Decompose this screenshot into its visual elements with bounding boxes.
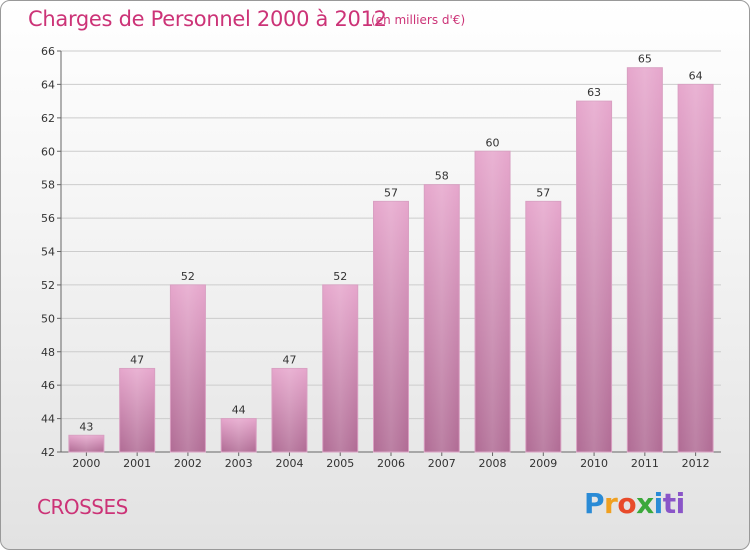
x-tick-label: 2003: [225, 457, 253, 470]
bars: [68, 67, 714, 453]
x-tick-label: 2004: [275, 457, 303, 470]
x-tick-label: 2007: [428, 457, 456, 470]
value-label: 57: [536, 186, 550, 199]
y-tick-label: 42: [41, 446, 55, 459]
value-label: 52: [181, 270, 195, 283]
y-tick-label: 44: [41, 413, 55, 426]
value-label: 65: [638, 53, 652, 66]
bar-shine: [678, 84, 714, 453]
bar-shine: [475, 151, 511, 452]
y-tick-label: 48: [41, 346, 55, 359]
bar-shine: [322, 284, 358, 452]
value-label: 52: [333, 270, 347, 283]
x-tick-label: 2011: [631, 457, 659, 470]
logo-letter: x: [636, 487, 654, 520]
x-tick-label: 2005: [326, 457, 354, 470]
value-label: 58: [435, 170, 449, 183]
value-label: 47: [130, 353, 144, 366]
y-tick-label: 62: [41, 112, 55, 125]
y-tick-label: 50: [41, 312, 55, 325]
value-label: 57: [384, 186, 398, 199]
bar-shine: [627, 67, 663, 452]
logo-letter: P: [584, 487, 605, 520]
logo-letter: o: [617, 487, 637, 520]
value-label: 60: [486, 136, 500, 149]
bar-shine: [424, 184, 460, 452]
x-tick-label: 2002: [174, 457, 202, 470]
y-tick-label: 56: [41, 212, 55, 225]
bar-shine: [221, 418, 257, 452]
y-tick-label: 60: [41, 145, 55, 158]
y-tick-label: 64: [41, 78, 55, 91]
value-label: 47: [282, 353, 296, 366]
bar-shine: [119, 368, 155, 452]
chart-subtitle: (en milliers d'€): [371, 13, 466, 27]
y-tick-label: 52: [41, 279, 55, 292]
proxiti-logo[interactable]: Proxiti: [584, 487, 685, 520]
x-tick-label: 2009: [529, 457, 557, 470]
bar-shine: [576, 101, 612, 452]
y-tick-label: 66: [41, 45, 55, 58]
bar-shine: [68, 435, 104, 452]
x-tick-label: 2008: [479, 457, 507, 470]
x-tick-label: 2012: [682, 457, 710, 470]
x-tick-label: 2006: [377, 457, 405, 470]
place-name: CROSSES: [37, 495, 128, 519]
value-label: 64: [689, 69, 703, 82]
x-tick-label: 2001: [123, 457, 151, 470]
y-tick-label: 54: [41, 246, 55, 259]
bar-shine: [373, 201, 409, 452]
bar-shine: [170, 284, 206, 452]
value-label: 63: [587, 86, 601, 99]
bar-shine: [271, 368, 307, 452]
logo-letter: ti: [662, 487, 685, 520]
x-tick-label: 2010: [580, 457, 608, 470]
logo-letter: r: [604, 487, 618, 520]
logo-letter: i: [653, 487, 664, 520]
value-label: 43: [79, 420, 93, 433]
value-label: 44: [232, 404, 246, 417]
chart-title: Charges de Personnel 2000 à 2012: [28, 7, 387, 31]
x-tick-label: 2000: [72, 457, 100, 470]
labels: 42 44 46 48 50 52 54 56 58 60 62 64 66 43 2000 47 2001 52…: [41, 45, 710, 470]
bar-shine: [525, 201, 561, 452]
y-tick-label: 58: [41, 179, 55, 192]
y-tick-label: 46: [41, 379, 55, 392]
